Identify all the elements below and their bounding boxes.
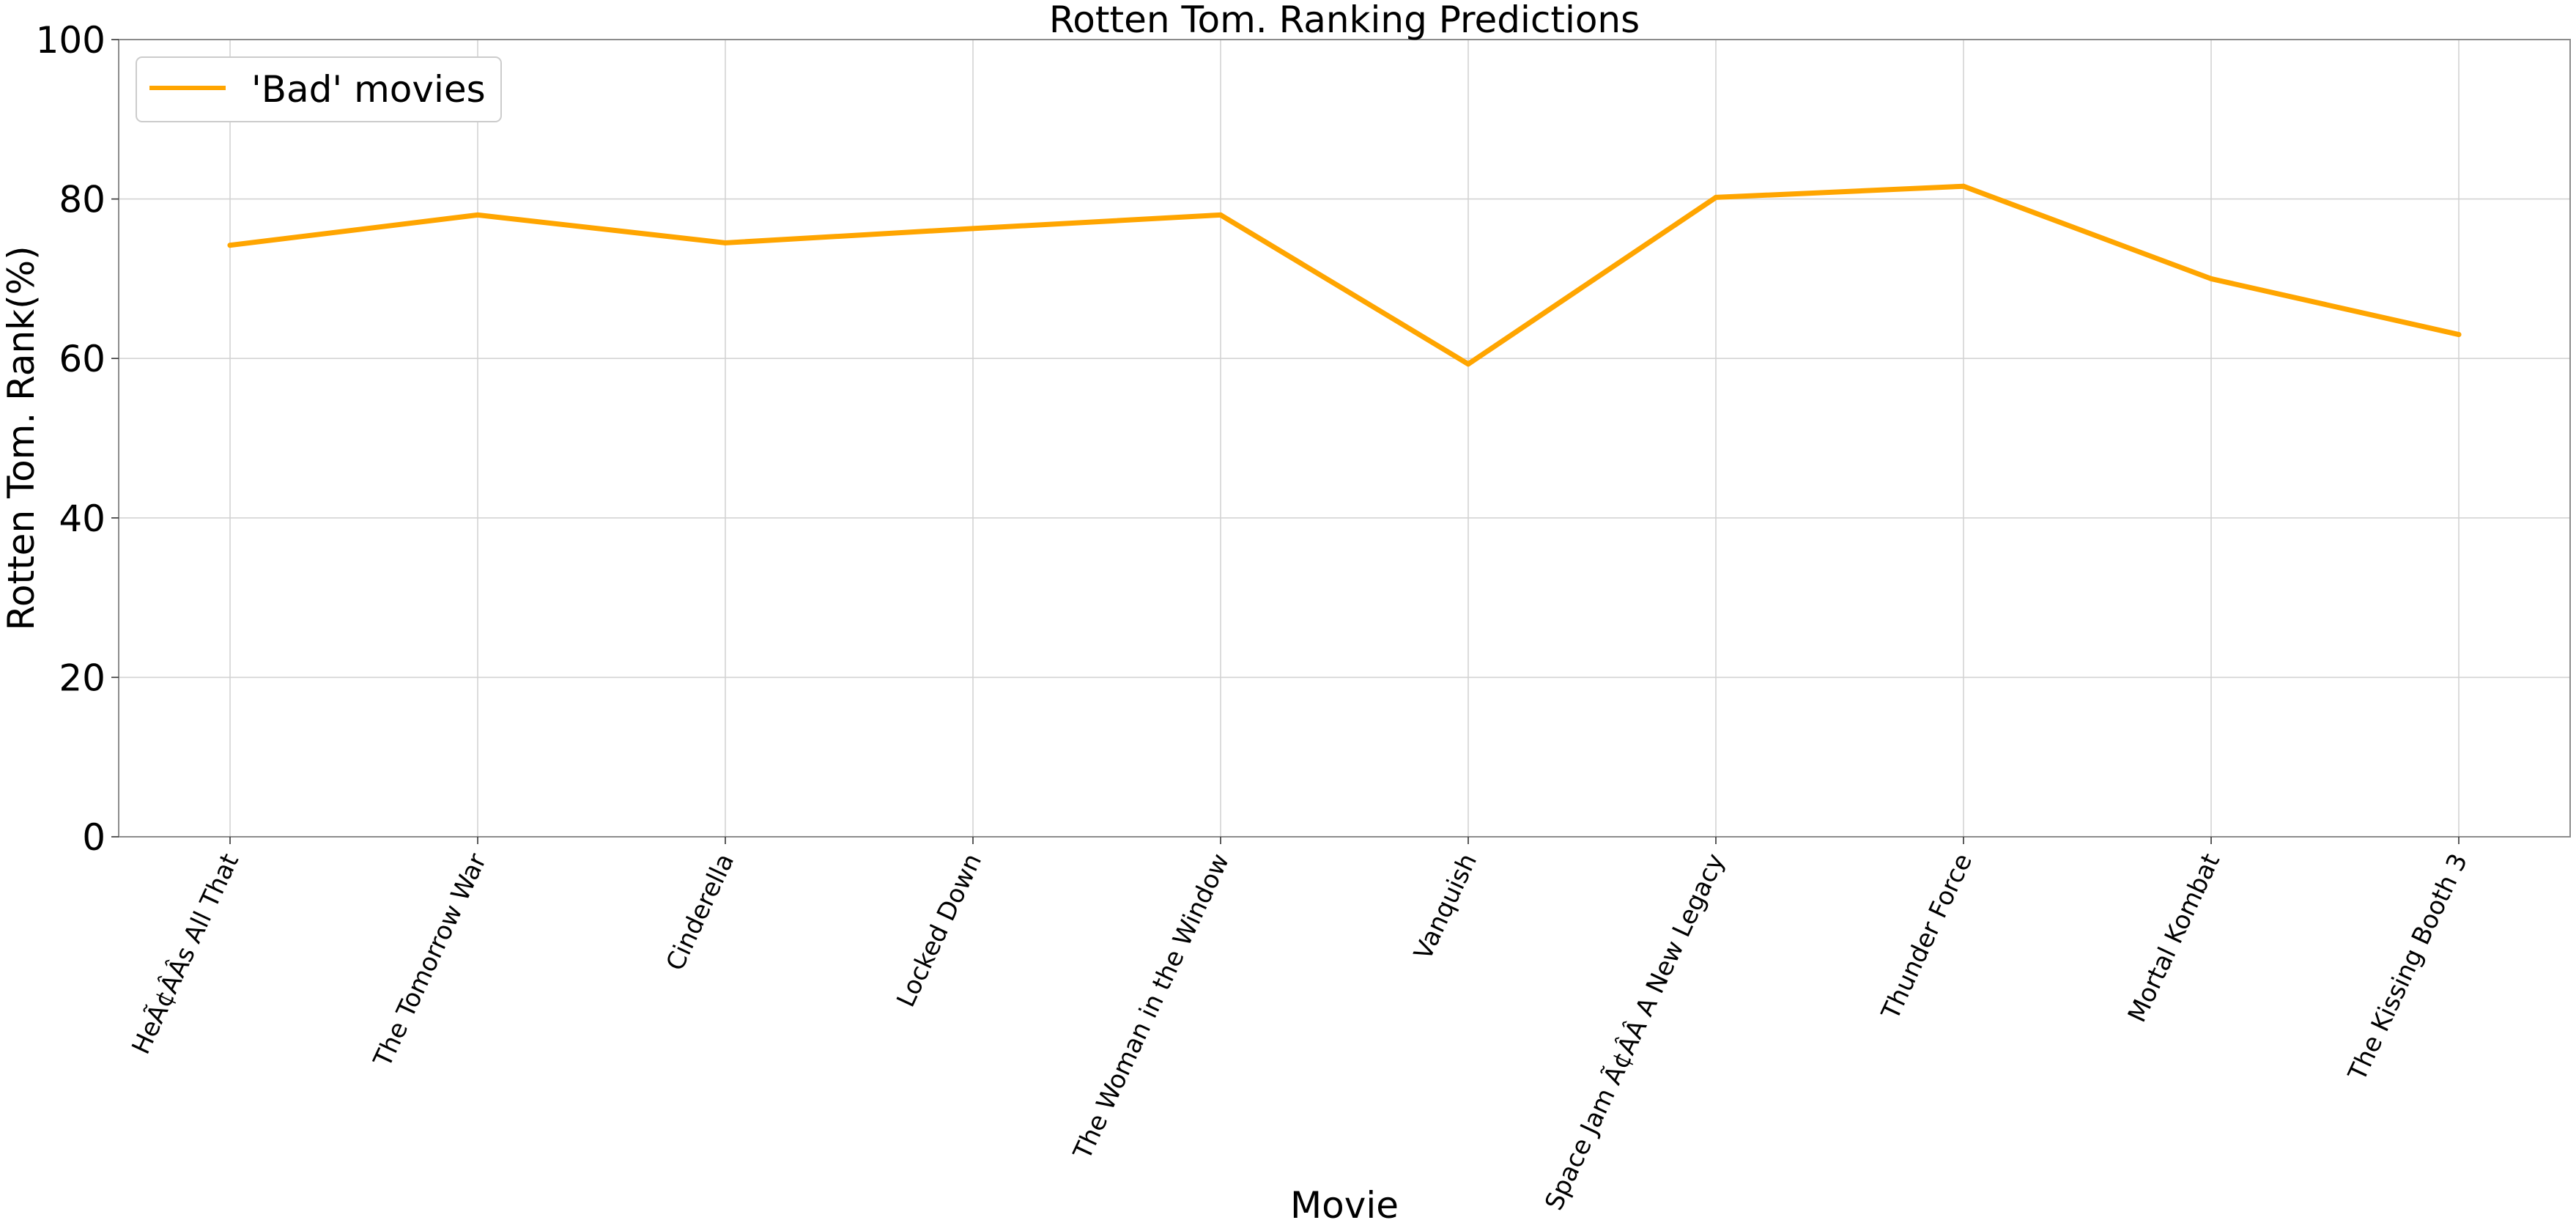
- series-line: [227, 183, 2462, 367]
- series-layer: [227, 183, 2462, 367]
- y-axis-label: Rotten Tom. Rank(%): [0, 245, 42, 630]
- data-point: [722, 240, 728, 245]
- x-tick-label: Locked Down: [891, 849, 988, 1012]
- data-point: [1465, 361, 1471, 367]
- y-tick-label: 40: [59, 498, 106, 540]
- legend-box: [136, 56, 502, 122]
- x-tick-label: The Tomorrow War: [368, 849, 492, 1072]
- y-tick-label: 0: [82, 816, 106, 859]
- y-tick-label: 80: [59, 179, 106, 221]
- data-point: [1961, 183, 1966, 189]
- x-axis-ticks: HeÃ¢ÂÂs All That The Tomorrow War Cinderel…: [126, 837, 2473, 1215]
- y-tick-label: 60: [59, 338, 106, 380]
- x-tick-label: Thunder Force: [1876, 849, 1978, 1025]
- data-point: [2456, 332, 2462, 338]
- y-tick-label: 20: [59, 657, 106, 699]
- x-tick-label: Vanquish: [1408, 849, 1483, 964]
- data-point: [2208, 276, 2214, 281]
- y-tick-label: 100: [36, 19, 106, 62]
- x-tick-label: Space Jam Ã¢ÂÂ A New Legacy: [1539, 849, 1731, 1214]
- x-tick-label: Cinderella: [661, 849, 741, 975]
- data-point: [1218, 212, 1224, 218]
- x-tick-label: The Woman in the Window: [1067, 849, 1235, 1164]
- data-point: [227, 243, 233, 248]
- x-tick-label: HeÃ¢ÂÂs All That: [126, 849, 245, 1058]
- plot-area-frame: [118, 39, 2571, 838]
- x-axis-label: Movie: [1290, 1184, 1399, 1227]
- data-point: [1713, 194, 1719, 200]
- y-axis-ticks: 0 20 40 60 80 100: [36, 19, 119, 859]
- legend-label: 'Bad' movies: [251, 68, 486, 111]
- x-tick-label: Mortal Kombat: [2122, 849, 2226, 1027]
- data-point: [475, 212, 481, 218]
- grid: [119, 39, 2570, 838]
- x-tick-label: The Kissing Booth 3: [2342, 849, 2473, 1086]
- chart-title: Rotten Tom. Ranking Predictions: [1049, 0, 1640, 41]
- data-point: [970, 226, 976, 232]
- legend: 'Bad' movies: [136, 56, 502, 122]
